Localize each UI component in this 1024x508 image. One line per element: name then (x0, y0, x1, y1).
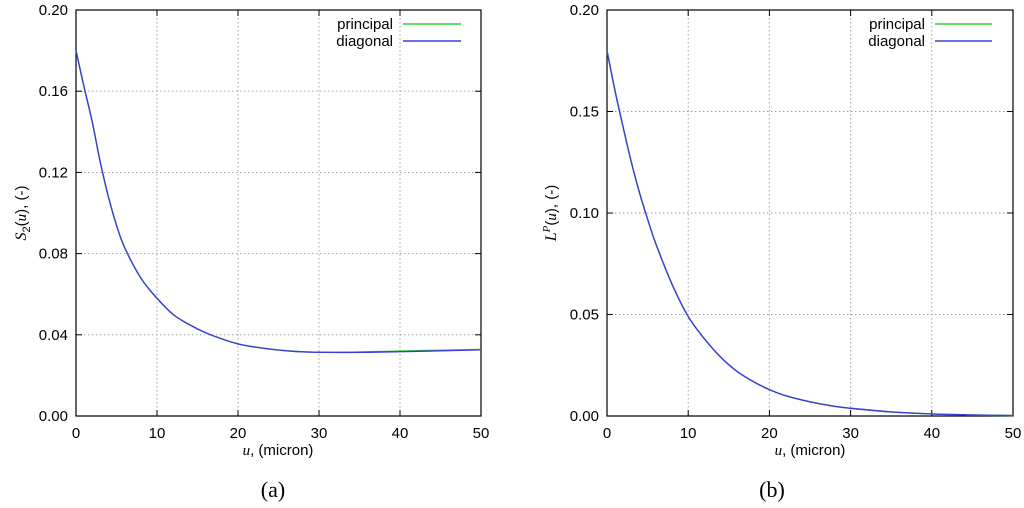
y-tick-label-a: 0.20 (39, 2, 68, 19)
chart-panel-a: 0 10 20 30 40 50 0.00 0.04 0.08 0.12 0.16 0.20 prin… (13, 2, 489, 502)
legend-label-principal-b: principal (869, 16, 925, 33)
legend-label-diagonal-a: diagonal (336, 33, 393, 50)
legend-label-principal-a: principal (337, 16, 393, 33)
x-axis-label-a: u, (micron) (243, 442, 314, 459)
plot-frame-a (75, 9, 482, 417)
y-axis-label-a: S2(u), (-) (13, 186, 33, 241)
x-tick-label-a: 10 (149, 425, 166, 442)
x-tick-label-b: 40 (923, 425, 940, 442)
x-tick-label-a: 50 (473, 425, 490, 442)
ticks-b: 0 10 20 30 40 50 0.00 0.05 0.10 0.15 0.20 (570, 2, 1022, 442)
y-tick-label-b: 0.20 (570, 2, 599, 19)
series-line-principal-a (75, 50, 482, 354)
x-tick-label-a: 30 (311, 425, 328, 442)
x-tick-label-a: 40 (392, 425, 409, 442)
x-tick-label-a: 20 (230, 425, 247, 442)
series-lines-b (606, 50, 1014, 417)
chart-panel-b: 0 10 20 30 40 50 0.00 0.05 0.10 0.15 0.20 principa… (541, 2, 1021, 502)
x-tick-label-b: 10 (680, 425, 697, 442)
y-tick-label-b: 0.00 (570, 408, 599, 425)
grid-b (607, 10, 1013, 416)
y-axis-label-b: LP(u), (-) (541, 185, 560, 242)
caption-a: (a) (261, 477, 285, 502)
series-line-diagonal-a (75, 50, 482, 354)
x-axis-label-b: u, (micron) (775, 442, 846, 459)
x-tick-label-b: 30 (842, 425, 859, 442)
ticks-a: 0 10 20 30 40 50 0.00 0.04 0.08 0.12 0.16 0.20 (39, 2, 490, 442)
series-line-principal-b (606, 50, 1014, 417)
grid-a (76, 10, 481, 416)
y-tick-label-b: 0.10 (570, 205, 599, 222)
legend-label-diagonal-b: diagonal (868, 33, 925, 50)
series-lines-a (75, 50, 482, 354)
y-tick-label-b: 0.05 (570, 307, 599, 324)
legend-a: principal diagonal (336, 16, 461, 50)
series-line-diagonal-b (606, 50, 1014, 417)
legend-b: principal diagonal (868, 16, 992, 50)
x-tick-label-b: 0 (603, 425, 611, 442)
x-tick-label-b: 20 (761, 425, 778, 442)
y-tick-label-a: 0.04 (39, 327, 68, 344)
y-tick-label-a: 0.00 (39, 408, 68, 425)
x-tick-label-b: 50 (1005, 425, 1022, 442)
x-tick-label-a: 0 (72, 425, 80, 442)
y-tick-label-a: 0.16 (39, 83, 68, 100)
caption-b: (b) (759, 477, 785, 502)
y-tick-label-b: 0.15 (570, 104, 599, 121)
y-tick-label-a: 0.08 (39, 246, 68, 263)
y-tick-label-a: 0.12 (39, 164, 68, 181)
